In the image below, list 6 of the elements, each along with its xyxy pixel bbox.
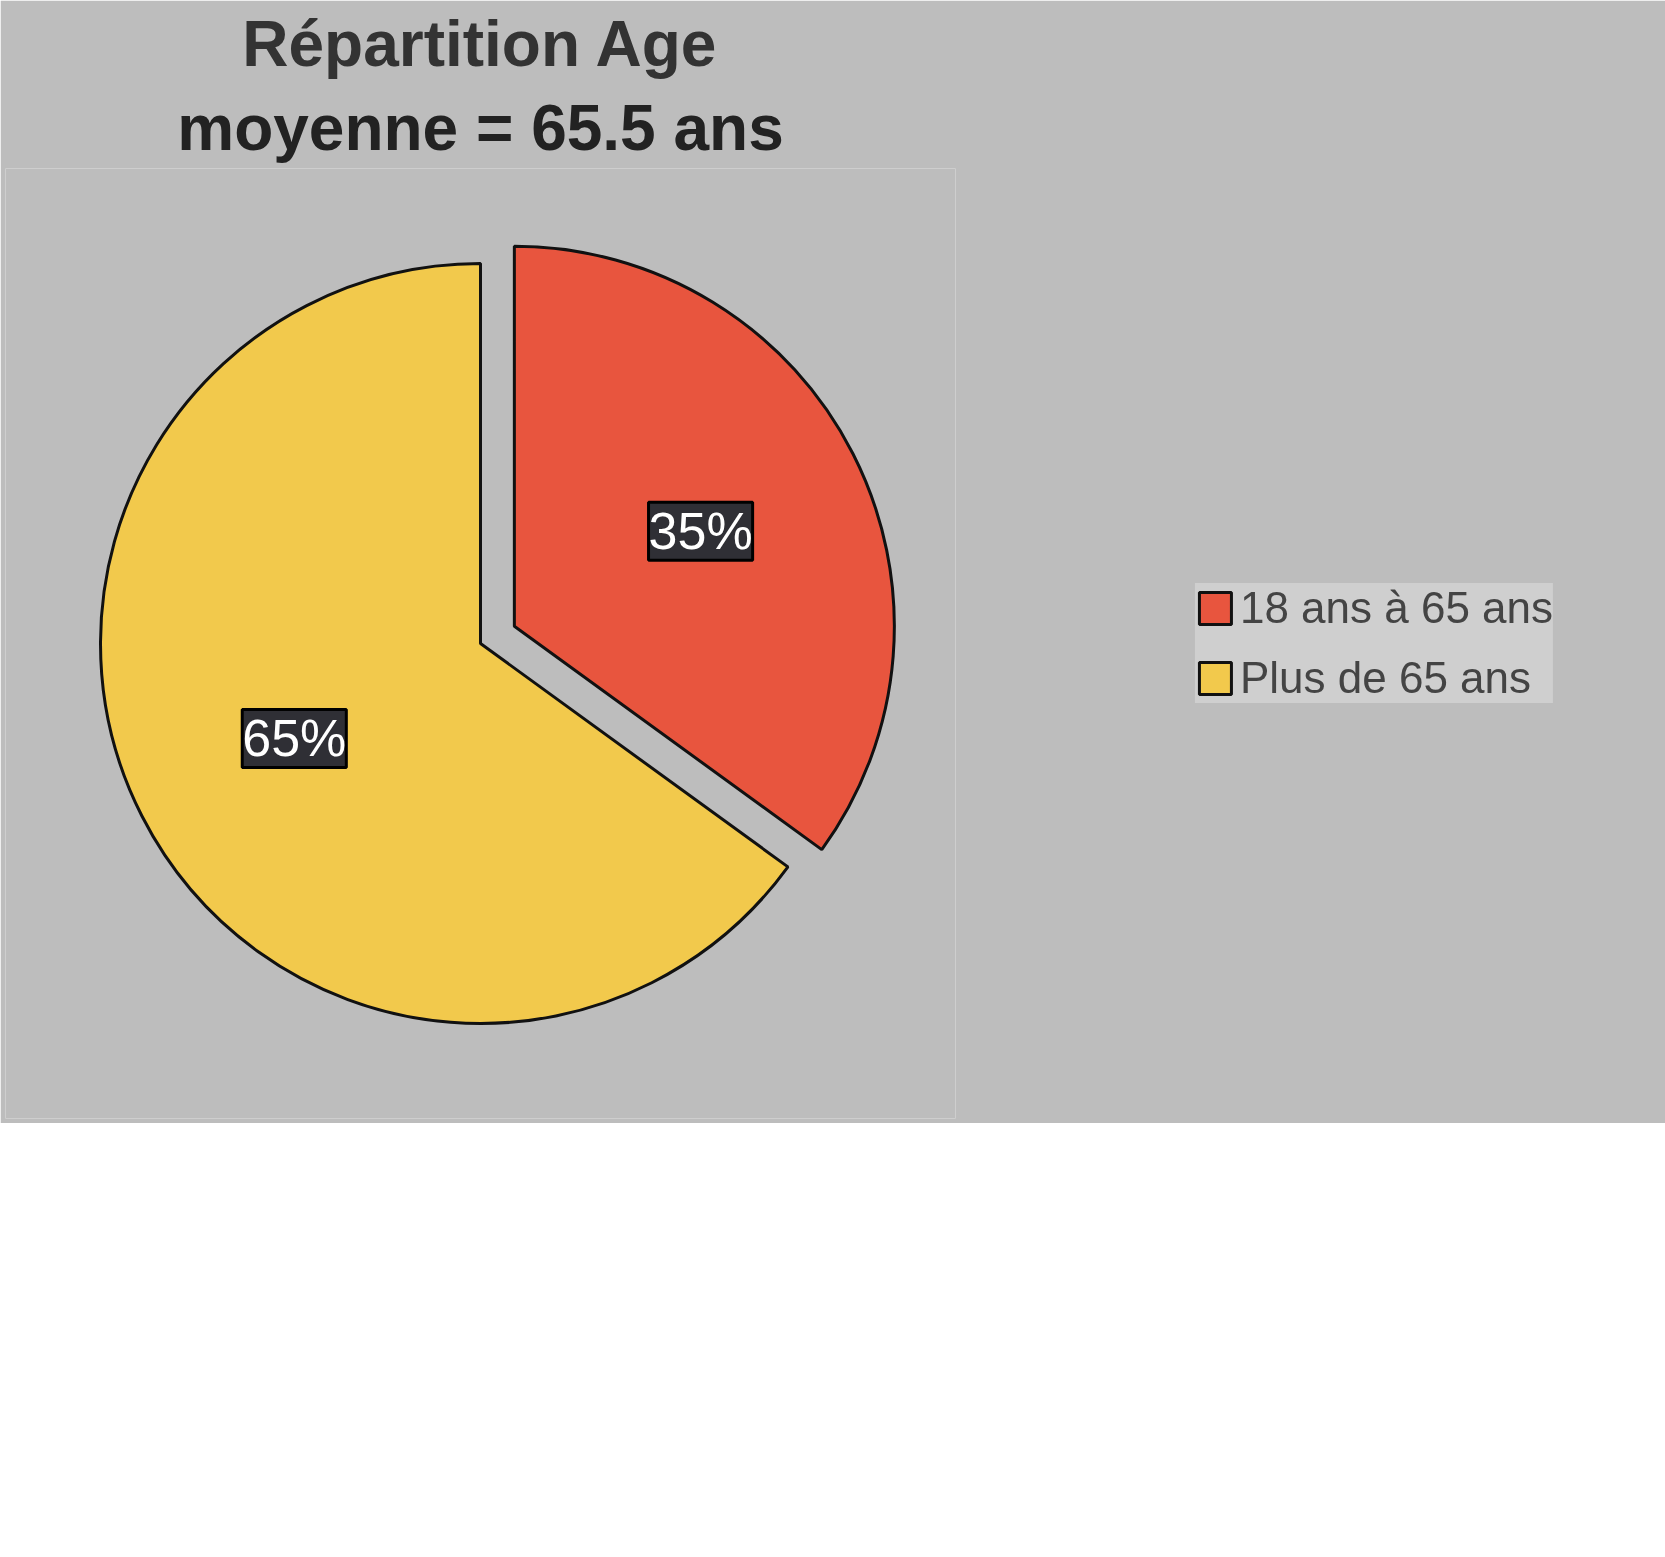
chart-title: Répartition Age xyxy=(242,7,717,80)
legend-label: 18 ans à 65 ans xyxy=(1239,583,1554,633)
data-label: 35% xyxy=(648,502,753,561)
legend-label: Plus de 65 ans xyxy=(1239,653,1532,703)
chart-subtitle: moyenne = 65.5 ans xyxy=(177,91,784,164)
data-label: 65% xyxy=(242,709,347,768)
